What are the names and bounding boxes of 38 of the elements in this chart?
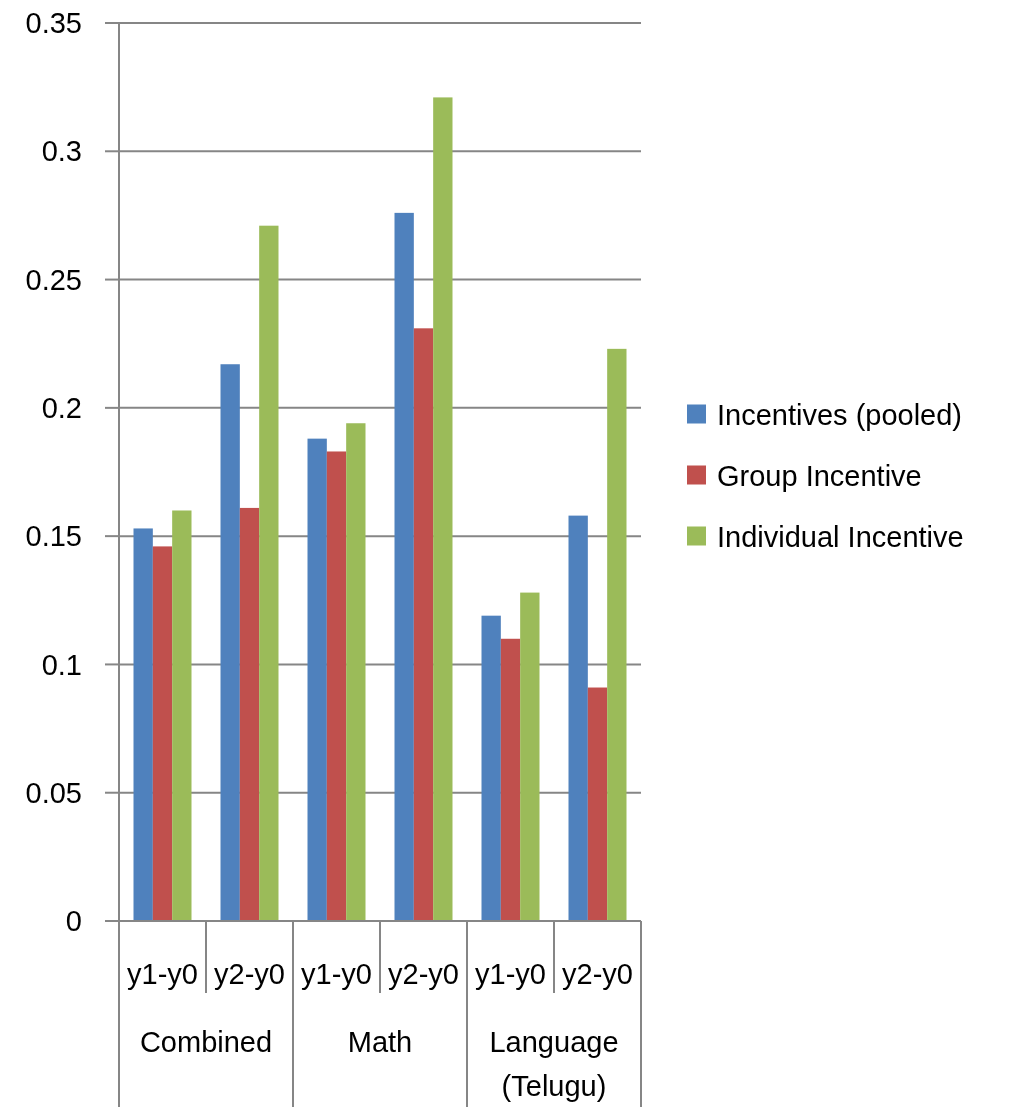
bar bbox=[307, 438, 327, 921]
legend-label: Group Incentive bbox=[717, 459, 922, 492]
bar bbox=[133, 528, 153, 921]
bar bbox=[587, 687, 608, 921]
y-tick-label: 0 bbox=[65, 905, 82, 938]
bar bbox=[568, 515, 588, 921]
bar bbox=[220, 364, 240, 921]
bar bbox=[394, 212, 414, 921]
bar bbox=[152, 546, 173, 921]
x-tick-label: y2-y0 bbox=[562, 958, 633, 990]
y-tick-label: 0.1 bbox=[41, 648, 82, 681]
legend-label: Individual Incentive bbox=[717, 520, 964, 553]
text: Language (Telugu) bbox=[489, 1026, 619, 1102]
y-tick-label: 0.35 bbox=[25, 7, 82, 40]
bar bbox=[500, 638, 521, 921]
bar bbox=[346, 423, 366, 921]
bar bbox=[259, 225, 279, 921]
bar bbox=[607, 348, 627, 921]
bar bbox=[520, 592, 540, 921]
x-tick-label: y2-y0 bbox=[214, 958, 285, 990]
bar bbox=[172, 510, 192, 921]
bar bbox=[239, 507, 260, 921]
x-tick-label: y1-y0 bbox=[301, 958, 372, 990]
x-tick-label: y1-y0 bbox=[475, 958, 546, 990]
text: Math bbox=[347, 1026, 413, 1058]
bar bbox=[433, 97, 453, 921]
y-tick-label: 0.05 bbox=[25, 776, 82, 809]
y-tick-label: 0.25 bbox=[25, 263, 82, 296]
bar bbox=[481, 615, 501, 921]
y-tick-label: 0.15 bbox=[25, 520, 82, 553]
y-tick-label: 0.2 bbox=[41, 392, 82, 425]
x-tick-label: y2-y0 bbox=[388, 958, 459, 990]
bar bbox=[326, 451, 347, 921]
x-tick-label: y1-y0 bbox=[127, 958, 198, 990]
legend-label: Incentives (pooled) bbox=[717, 398, 963, 431]
bar bbox=[413, 328, 434, 921]
text: Combined bbox=[139, 1026, 273, 1058]
y-tick-label: 0.3 bbox=[41, 135, 82, 168]
